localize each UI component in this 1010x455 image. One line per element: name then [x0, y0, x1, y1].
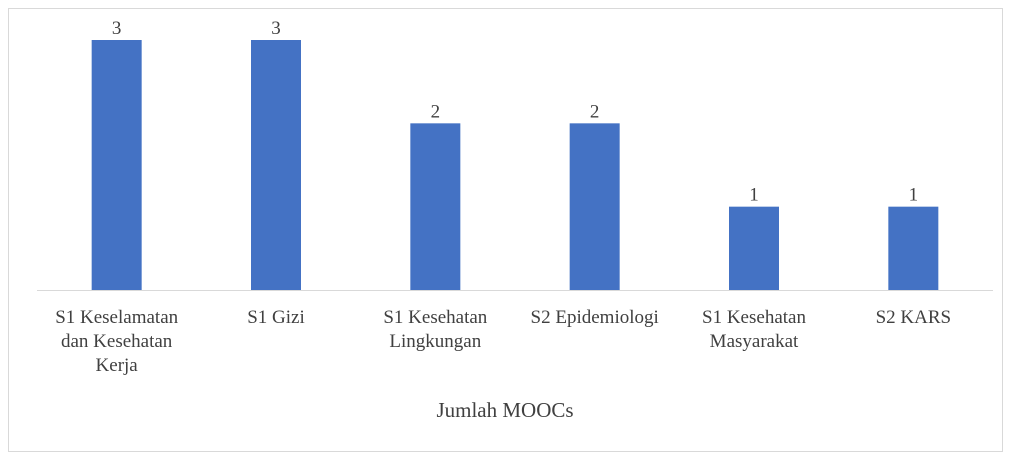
bar — [251, 40, 301, 290]
data-label: 1 — [749, 185, 759, 206]
data-label: 1 — [909, 185, 919, 206]
data-label: 2 — [590, 101, 600, 122]
bar — [569, 123, 620, 290]
x-tick-label: S2 Epidemiologi — [530, 307, 659, 328]
bar — [91, 40, 142, 290]
x-tick-label: S1 Kesehatan Lingkungan — [383, 307, 488, 352]
x-tick-label: S1 Kesehatan Masyarakat — [702, 307, 806, 352]
data-label: 3 — [271, 18, 281, 39]
x-tick-label: S1 Keselamatan dan Kesehatan Kerja — [55, 307, 179, 376]
chart-frame — [8, 8, 1003, 452]
x-tick-label: S2 KARS — [875, 307, 952, 328]
bar — [410, 123, 461, 290]
x-axis-title: Jumlah MOOCs — [436, 398, 574, 422]
bar — [729, 206, 779, 290]
data-label: 3 — [112, 18, 122, 39]
x-tick-label: S1 Gizi — [247, 307, 305, 328]
bar — [888, 206, 939, 290]
data-label: 2 — [431, 101, 441, 122]
